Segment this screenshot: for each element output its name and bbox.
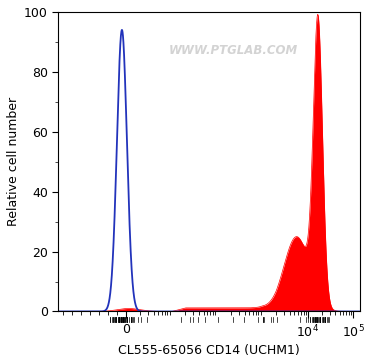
- Text: WWW.PTGLAB.COM: WWW.PTGLAB.COM: [169, 44, 298, 58]
- Y-axis label: Relative cell number: Relative cell number: [7, 97, 20, 226]
- X-axis label: CL555-65056 CD14 (UCHM1): CL555-65056 CD14 (UCHM1): [118, 344, 300, 357]
